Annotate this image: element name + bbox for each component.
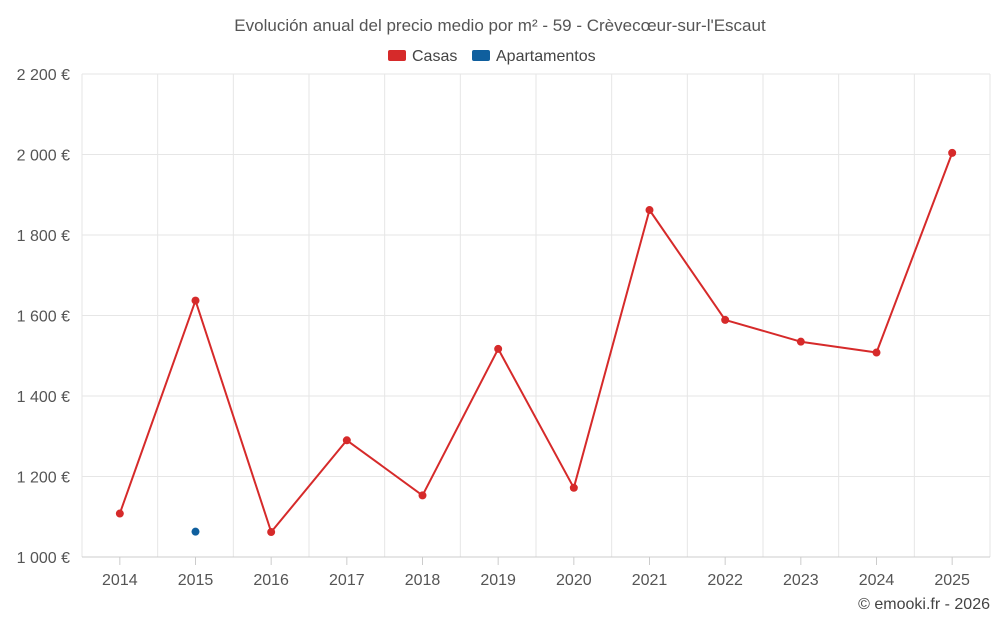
data-point-casas[interactable] [267, 528, 276, 537]
y-tick-label: 1 200 € [17, 470, 70, 487]
legend-label-apartamentos: Apartamentos [496, 48, 596, 65]
data-point-casas[interactable] [418, 491, 427, 500]
data-point-casas[interactable] [872, 348, 881, 357]
chart-title: Evolución anual del precio medio por m² … [234, 16, 766, 35]
series [115, 148, 957, 537]
grid [81, 73, 991, 557]
y-tick-label: 1 600 € [17, 309, 70, 326]
x-tick-label: 2023 [783, 572, 819, 589]
axes: 1 000 € 1 200 € 1 400 € 1 600 € 1 800 € 2 000… [17, 67, 990, 589]
data-point-casas[interactable] [948, 148, 957, 157]
x-tick-label: 2017 [329, 572, 365, 589]
data-point-casas[interactable] [645, 206, 654, 215]
x-tick-label: 2015 [178, 572, 214, 589]
data-point-casas[interactable] [115, 509, 124, 518]
data-point-casas[interactable] [342, 436, 351, 445]
data-point-casas[interactable] [191, 296, 200, 305]
legend-swatch-casas [388, 50, 406, 61]
legend-label-casas: Casas [412, 48, 457, 65]
legend-item-apartamentos[interactable]: Apartamentos [472, 48, 596, 65]
data-point-casas[interactable] [721, 315, 730, 324]
y-tick-label: 1 400 € [17, 389, 70, 406]
x-tick-label: 2022 [707, 572, 743, 589]
x-tick-label: 2021 [632, 572, 668, 589]
legend-swatch-apartamentos [472, 50, 490, 61]
data-point-casas[interactable] [569, 483, 578, 492]
data-point-casas[interactable] [796, 337, 805, 346]
data-point-apartamentos[interactable] [191, 527, 200, 536]
credit-text: © emooki.fr - 2026 [858, 596, 990, 613]
series-line-casas [118, 152, 954, 533]
legend: Casas Apartamentos [388, 48, 596, 65]
legend-item-casas[interactable]: Casas [388, 48, 457, 65]
y-tick-label: 1 000 € [17, 550, 70, 567]
x-tick-label: 2024 [859, 572, 895, 589]
data-point-casas[interactable] [494, 344, 503, 353]
y-tick-label: 2 000 € [17, 148, 70, 165]
x-tick-label: 2016 [253, 572, 289, 589]
x-tick-label: 2020 [556, 572, 592, 589]
y-tick-label: 1 800 € [17, 228, 70, 245]
y-tick-label: 2 200 € [17, 67, 70, 84]
x-tick-label: 2025 [934, 572, 970, 589]
x-tick-label: 2019 [480, 572, 516, 589]
x-tick-label: 2014 [102, 572, 138, 589]
x-tick-label: 2018 [405, 572, 441, 589]
